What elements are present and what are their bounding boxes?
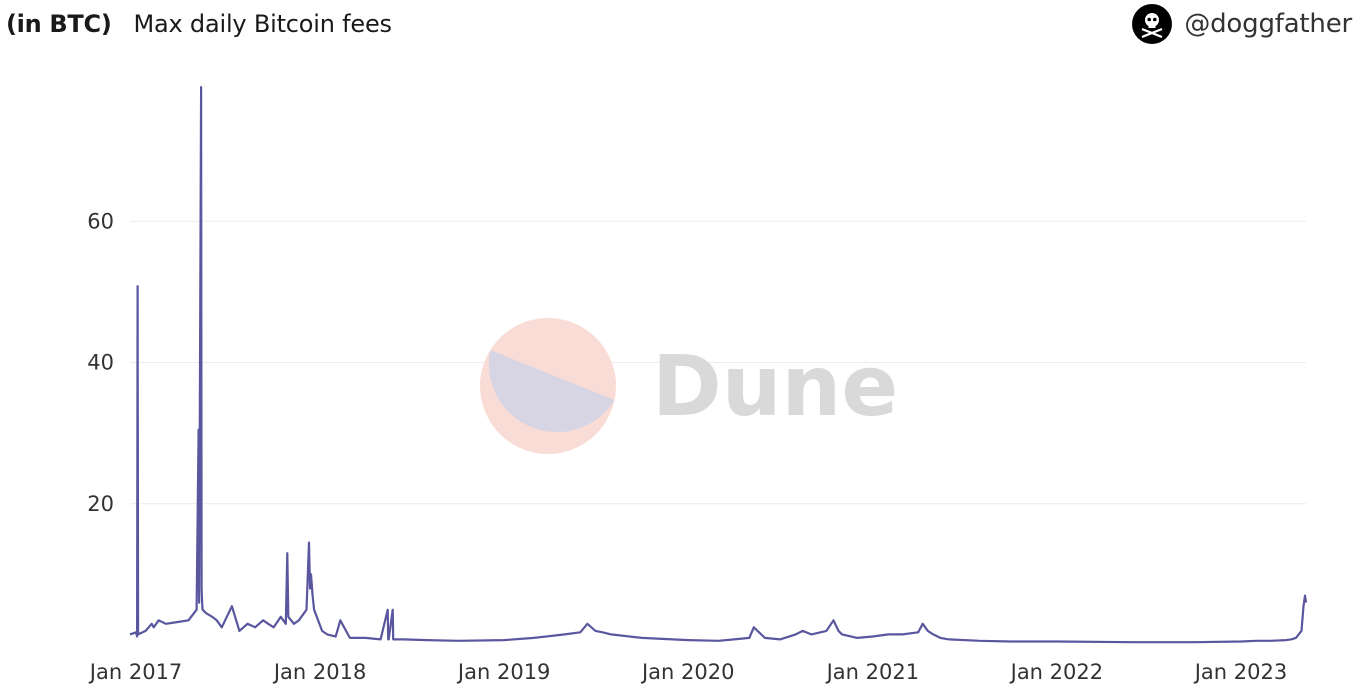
x-tick-label: Jan 2023	[1193, 660, 1288, 684]
chart-title: Max daily Bitcoin fees	[133, 10, 392, 38]
x-tick-label: Jan 2022	[1009, 660, 1104, 684]
series-layer	[129, 85, 1308, 644]
dune-watermark-text: Dune	[652, 337, 898, 435]
unit-label: (in BTC)	[6, 10, 112, 38]
series-line-0	[129, 85, 1308, 644]
x-tick-label: Jan 2021	[825, 660, 920, 684]
y-axis: 20 40 60	[87, 209, 114, 516]
pirate-skull-icon	[1132, 4, 1173, 44]
dune-watermark: Dune	[480, 318, 898, 454]
x-tick-label: Jan 2020	[640, 660, 735, 684]
x-tick-label: Jan 2017	[88, 660, 183, 684]
author-handle: @doggfather	[1184, 9, 1352, 39]
chart-header: (in BTC) Max daily Bitcoin fees	[6, 6, 392, 42]
y-tick-label: 60	[87, 209, 114, 233]
dune-logo-bottom	[488, 349, 615, 433]
grid-lines	[130, 220, 1306, 505]
x-axis: Jan 2017 Jan 2018 Jan 2019 Jan 2020 Jan 2021…	[88, 660, 1287, 684]
author-badge[interactable]: @doggfather	[1132, 4, 1352, 44]
y-tick-label: 20	[87, 492, 114, 516]
x-tick-label: Jan 2019	[456, 660, 551, 684]
y-tick-label: 40	[87, 351, 114, 375]
x-tick-label: Jan 2018	[272, 660, 367, 684]
